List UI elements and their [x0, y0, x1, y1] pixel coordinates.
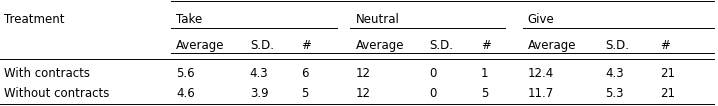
Text: Treatment: Treatment: [4, 13, 64, 26]
Text: 0: 0: [429, 67, 437, 80]
Text: 4.6: 4.6: [176, 87, 195, 100]
Text: #: #: [481, 39, 491, 52]
Text: 12.4: 12.4: [528, 67, 554, 80]
Text: 21: 21: [661, 87, 676, 100]
Text: 1: 1: [481, 67, 488, 80]
Text: 21: 21: [661, 67, 676, 80]
Text: 5.3: 5.3: [605, 87, 624, 100]
Text: Neutral: Neutral: [355, 13, 399, 26]
Text: 4.3: 4.3: [605, 67, 624, 80]
Text: 4.3: 4.3: [250, 67, 269, 80]
Text: Average: Average: [355, 39, 404, 52]
Text: 0: 0: [429, 87, 437, 100]
Text: With contracts: With contracts: [4, 67, 90, 80]
Text: 3.9: 3.9: [250, 87, 269, 100]
Text: 11.7: 11.7: [528, 87, 554, 100]
Text: Give: Give: [528, 13, 554, 26]
Text: 5: 5: [302, 87, 309, 100]
Text: 12: 12: [355, 67, 370, 80]
Text: Average: Average: [176, 39, 225, 52]
Text: S.D.: S.D.: [605, 39, 629, 52]
Text: 12: 12: [355, 87, 370, 100]
Text: Without contracts: Without contracts: [4, 87, 109, 100]
Text: #: #: [661, 39, 671, 52]
Text: Take: Take: [176, 13, 202, 26]
Text: #: #: [302, 39, 312, 52]
Text: 5.6: 5.6: [176, 67, 195, 80]
Text: S.D.: S.D.: [429, 39, 453, 52]
Text: 5: 5: [481, 87, 488, 100]
Text: Average: Average: [528, 39, 577, 52]
Text: 6: 6: [302, 67, 309, 80]
Text: S.D.: S.D.: [250, 39, 274, 52]
